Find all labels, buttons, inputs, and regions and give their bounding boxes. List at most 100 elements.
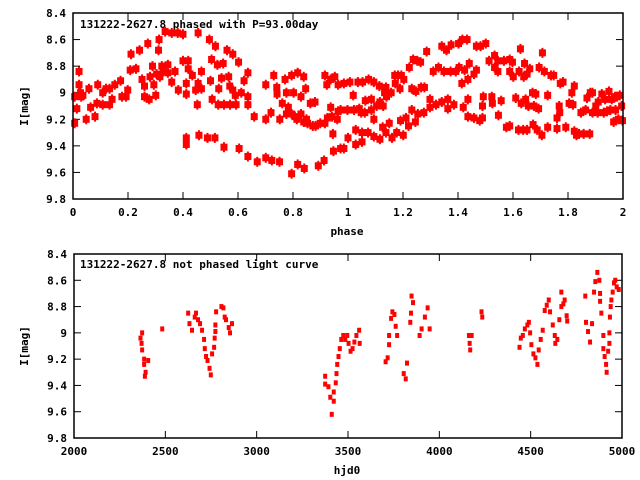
data-point: [564, 313, 569, 319]
raw-y-tick-label: 8.4: [47, 248, 67, 261]
raw-y-tick-label: 9.4: [47, 379, 67, 392]
data-point: [607, 330, 612, 336]
data-point: [219, 304, 224, 310]
data-point: [467, 340, 472, 346]
data-point: [466, 332, 471, 338]
data-point: [223, 317, 228, 323]
data-point: [357, 340, 362, 346]
data-point: [385, 355, 390, 361]
data-point: [210, 351, 215, 357]
data-point: [548, 309, 553, 315]
data-point: [335, 361, 340, 367]
phased-y-tick-label: 8.6: [46, 34, 66, 47]
data-point: [533, 355, 538, 361]
data-point: [542, 308, 547, 314]
data-point: [334, 371, 339, 377]
raw-y-tick-label: 9: [60, 327, 67, 340]
data-point: [595, 269, 600, 275]
phased-x-tick-label: 1.4: [448, 206, 468, 219]
data-point: [186, 310, 191, 316]
data-point: [190, 327, 195, 333]
data-point: [409, 293, 414, 299]
data-point: [593, 279, 598, 285]
data-point: [142, 356, 147, 362]
raw-x-tick-label: 2500: [152, 445, 179, 458]
data-point: [138, 335, 143, 341]
data-point: [142, 373, 147, 379]
raw-plot-x-label: hjd0: [334, 464, 361, 477]
data-point: [597, 277, 602, 283]
data-point: [346, 340, 351, 346]
data-point: [337, 346, 342, 352]
data-point: [187, 321, 192, 327]
data-point: [586, 329, 591, 335]
data-point: [192, 314, 197, 320]
data-point: [604, 369, 609, 375]
data-point: [212, 335, 217, 341]
data-point: [583, 293, 588, 299]
data-point: [601, 346, 606, 352]
data-point: [139, 340, 144, 346]
data-point: [584, 319, 589, 325]
raw-y-tick-label: 9.6: [47, 406, 67, 419]
data-point: [160, 326, 165, 332]
data-point: [480, 314, 485, 320]
data-point: [409, 310, 414, 316]
data-point: [607, 340, 612, 346]
data-point: [212, 344, 217, 350]
data-point: [599, 310, 604, 316]
data-point: [390, 309, 395, 315]
data-point: [546, 297, 551, 303]
data-point: [616, 286, 621, 292]
raw-plot-title: 131222-2627.8 not phased light curve: [80, 258, 319, 271]
data-point: [553, 340, 558, 346]
data-point: [479, 309, 484, 315]
data-point: [202, 346, 207, 352]
phased-plot-title: 131222-2627.8 phased with P=93.00day: [80, 18, 319, 31]
raw-x-tick-label: 5000: [609, 445, 636, 458]
data-point: [555, 336, 560, 342]
data-point: [350, 346, 355, 352]
phased-x-tick-label: 0.6: [228, 206, 248, 219]
phased-x-tick-label: 1: [345, 206, 352, 219]
phased-y-tick-label: 9.4: [46, 140, 66, 153]
data-point: [352, 339, 357, 345]
data-point: [614, 284, 619, 290]
raw-light-curve-plot: 131222-2627.8 not phased light curve hjd…: [18, 248, 635, 477]
data-point: [601, 332, 606, 338]
data-point: [389, 315, 394, 321]
phased-x-tick-label: 2: [620, 206, 627, 219]
data-point: [403, 376, 408, 382]
data-point: [540, 327, 545, 333]
data-point: [526, 319, 531, 325]
data-point: [326, 384, 331, 390]
data-point: [408, 319, 413, 325]
data-point: [222, 314, 227, 320]
data-point: [323, 381, 328, 387]
phased-plot-y-label: I[mag]: [18, 86, 31, 126]
data-point: [538, 336, 543, 342]
data-point: [610, 289, 615, 295]
phased-plot-frame: [72, 12, 624, 200]
data-point: [329, 411, 334, 417]
raw-plot-y-label: I[mag]: [18, 326, 31, 366]
data-point: [607, 314, 612, 320]
raw-y-tick-label: 9.2: [47, 353, 67, 366]
data-point: [213, 329, 218, 335]
phased-x-tick-label: 0.4: [173, 206, 193, 219]
data-point: [140, 330, 145, 336]
data-point: [323, 373, 328, 379]
data-point: [204, 354, 209, 360]
raw-y-tick-label: 9.8: [47, 432, 67, 445]
raw-x-tick-label: 4000: [426, 445, 453, 458]
data-point: [392, 311, 397, 317]
data-point: [393, 323, 398, 329]
data-point: [401, 371, 406, 377]
data-point: [417, 332, 422, 338]
phased-x-tick-label: 0.2: [118, 206, 138, 219]
data-point: [227, 330, 232, 336]
data-point: [205, 357, 210, 363]
data-point: [518, 335, 523, 341]
data-point: [343, 336, 348, 342]
data-point: [598, 290, 603, 296]
